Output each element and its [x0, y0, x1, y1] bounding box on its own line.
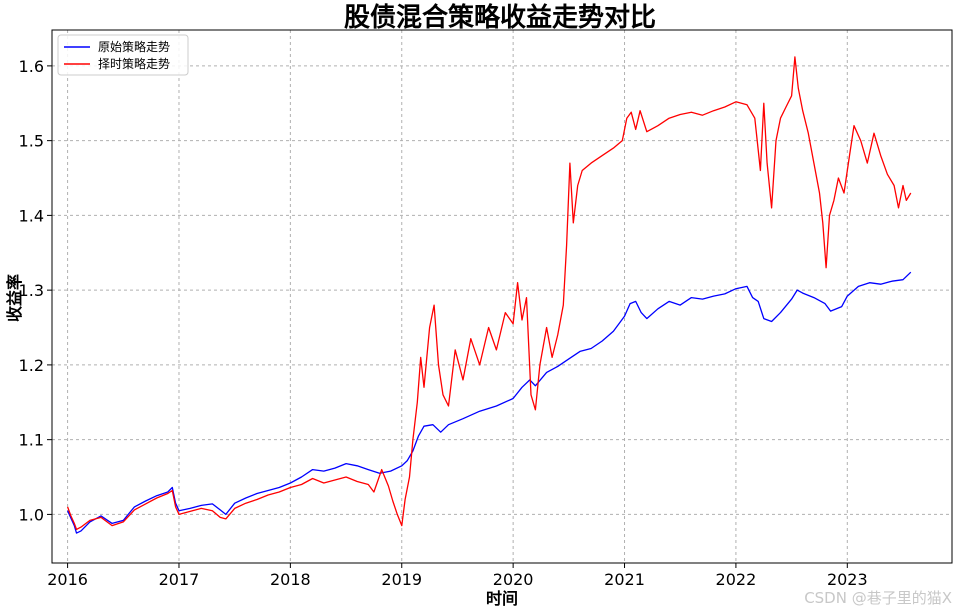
watermark: CSDN @巷子里的猫X: [804, 589, 952, 607]
legend: 原始策略走势 择时策略走势: [57, 34, 189, 76]
y-axis-label: 收益率: [5, 274, 24, 322]
x-tick-label: 2022: [716, 570, 757, 589]
y-tick-label: 1.6: [19, 57, 44, 76]
series-line-0: [67, 271, 912, 534]
y-tick-label: 1.3: [19, 281, 44, 300]
x-tick-label: 2020: [493, 570, 534, 589]
x-tick-label: 2018: [270, 570, 311, 589]
legend-box: [57, 34, 189, 76]
y-tick-label: 1.4: [19, 206, 44, 225]
series-line-1: [66, 56, 912, 531]
y-tick-label: 1.0: [19, 505, 44, 524]
grid-lines: [52, 30, 952, 563]
y-tick-label: 1.5: [19, 132, 44, 151]
y-tick-label: 1.1: [19, 431, 44, 450]
x-tick-label: 2016: [47, 570, 88, 589]
legend-label-timing: 择时策略走势: [98, 56, 170, 71]
x-tick-label: 2023: [827, 570, 868, 589]
x-tick-label: 2017: [159, 570, 200, 589]
x-axis-label: 时间: [486, 589, 518, 608]
y-axis-ticks: 1.0 1.1 1.2 1.3 1.4 1.5 1.6: [19, 57, 52, 524]
chart-title: 股债混合策略收益走势对比: [344, 2, 656, 33]
x-tick-label: 2019: [381, 570, 422, 589]
y-tick-label: 1.2: [19, 356, 44, 375]
plot-frame: [51, 29, 953, 564]
x-axis-ticks: 2016 2017 2018 2019 2020 2021 2022 2023: [47, 563, 868, 589]
x-tick-label: 2021: [604, 570, 645, 589]
series-layer: [66, 56, 912, 534]
legend-label-original: 原始策略走势: [98, 39, 170, 54]
